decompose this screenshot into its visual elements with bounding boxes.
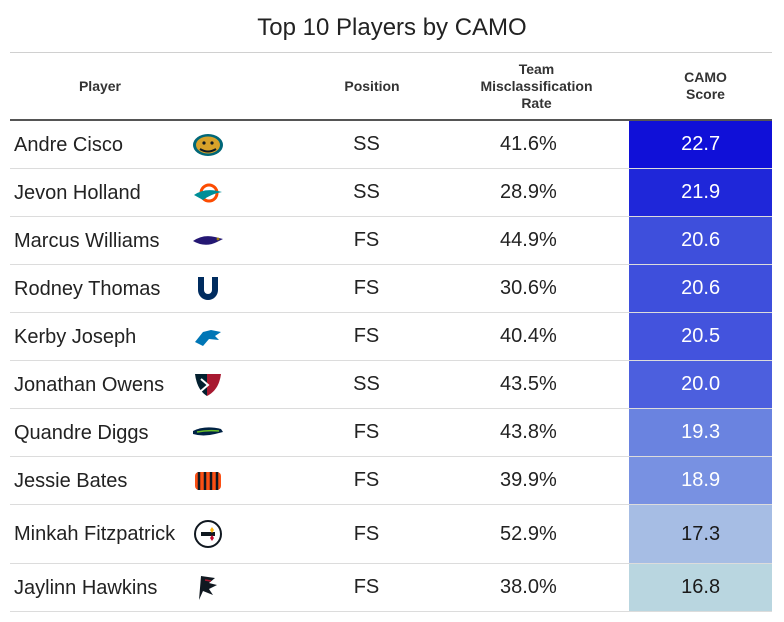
misclassification-rate: 30.6% xyxy=(500,277,557,299)
misclassification-rate: 38.0% xyxy=(500,576,557,598)
table-row: Minkah Fitzpatrick FS 52.9% 17.3 xyxy=(10,505,773,564)
seahawks-team-logo-icon xyxy=(187,409,305,456)
player-name: Jonathan Owens xyxy=(14,373,165,396)
player-name: Jessie Bates xyxy=(14,469,128,492)
dolphins-team-logo-icon xyxy=(187,169,305,216)
misclassification-rate: 28.9% xyxy=(500,181,557,203)
colts-team-logo-icon xyxy=(187,265,305,312)
player-position: SS xyxy=(353,373,380,395)
camo-score: 20.6 xyxy=(629,265,773,312)
ravens-team-logo-icon xyxy=(187,217,305,264)
players-table: Player Position Team Misclassification R… xyxy=(10,52,773,612)
camo-score: 18.9 xyxy=(629,457,773,504)
table-row: Jaylinn Hawkins FS 38.0% 16.8 xyxy=(10,564,773,612)
table-title: Top 10 Players by CAMO xyxy=(257,14,527,41)
camo-score: 20.0 xyxy=(629,361,773,408)
table-row: Jevon Holland SS 28.9% 21.9 xyxy=(10,169,773,217)
player-position: FS xyxy=(353,576,380,598)
camo-score: 19.3 xyxy=(629,409,773,456)
player-position: SS xyxy=(353,133,380,155)
camo-score: 17.3 xyxy=(629,505,773,563)
player-name: Marcus Williams xyxy=(14,229,160,252)
header-player: Player xyxy=(78,77,122,94)
misclassification-rate: 39.9% xyxy=(500,469,557,491)
player-name: Minkah Fitzpatrick xyxy=(14,523,176,545)
table-body: Andre Cisco SS 41.6% 22.7 Jevon Holland SS 28.… xyxy=(10,121,773,612)
table-row: Kerby Joseph FS 40.4% 20.5 xyxy=(10,313,773,361)
misclassification-rate: 40.4% xyxy=(500,325,557,347)
table-row: Jonathan Owens SS 43.5% 20.0 xyxy=(10,361,773,409)
misclassification-rate: 43.8% xyxy=(500,421,557,443)
table-row: Jessie Bates FS 39.9% 18.9 xyxy=(10,457,773,505)
player-position: FS xyxy=(353,325,380,347)
player-position: FS xyxy=(353,277,380,299)
camo-score: 20.5 xyxy=(629,313,773,360)
camo-score: 21.9 xyxy=(629,169,773,216)
misclassification-rate: 44.9% xyxy=(500,229,557,251)
camo-score: 22.7 xyxy=(629,121,773,168)
player-name: Kerby Joseph xyxy=(14,325,137,348)
jaguars-team-logo-icon xyxy=(187,121,305,168)
player-name: Andre Cisco xyxy=(14,133,123,156)
bengals-team-logo-icon xyxy=(187,457,305,504)
player-position: FS xyxy=(353,421,380,443)
misclassification-rate: 43.5% xyxy=(500,373,557,395)
player-name: Jaylinn Hawkins xyxy=(14,576,158,599)
player-name: Quandre Diggs xyxy=(14,421,149,444)
header-position: Position xyxy=(344,77,400,94)
lions-team-logo-icon xyxy=(187,313,305,360)
misclassification-rate: 52.9% xyxy=(500,522,557,545)
table-row: Rodney Thomas FS 30.6% 20.6 xyxy=(10,265,773,313)
table-row: Quandre Diggs FS 43.8% 19.3 xyxy=(10,409,773,457)
player-position: SS xyxy=(353,181,380,203)
misclassification-rate: 41.6% xyxy=(500,133,557,155)
table-header: Player Position Team Misclassification R… xyxy=(10,52,772,121)
player-position: FS xyxy=(353,469,380,491)
header-misclassification-rate: Team Misclassification Rate xyxy=(480,60,593,111)
player-position: FS xyxy=(353,229,380,251)
header-camo-score: CAMO Score xyxy=(684,69,727,102)
table-row: Marcus Williams FS 44.9% 20.6 xyxy=(10,217,773,265)
camo-score: 16.8 xyxy=(629,564,773,611)
player-name: Jevon Holland xyxy=(14,181,141,204)
player-position: FS xyxy=(353,522,380,545)
camo-score: 20.6 xyxy=(629,217,773,264)
texans-team-logo-icon xyxy=(187,361,305,408)
falcons-team-logo-icon xyxy=(187,564,305,611)
player-name: Rodney Thomas xyxy=(14,277,161,300)
table-row: Andre Cisco SS 41.6% 22.7 xyxy=(10,121,773,169)
steelers-team-logo-icon xyxy=(187,505,305,563)
